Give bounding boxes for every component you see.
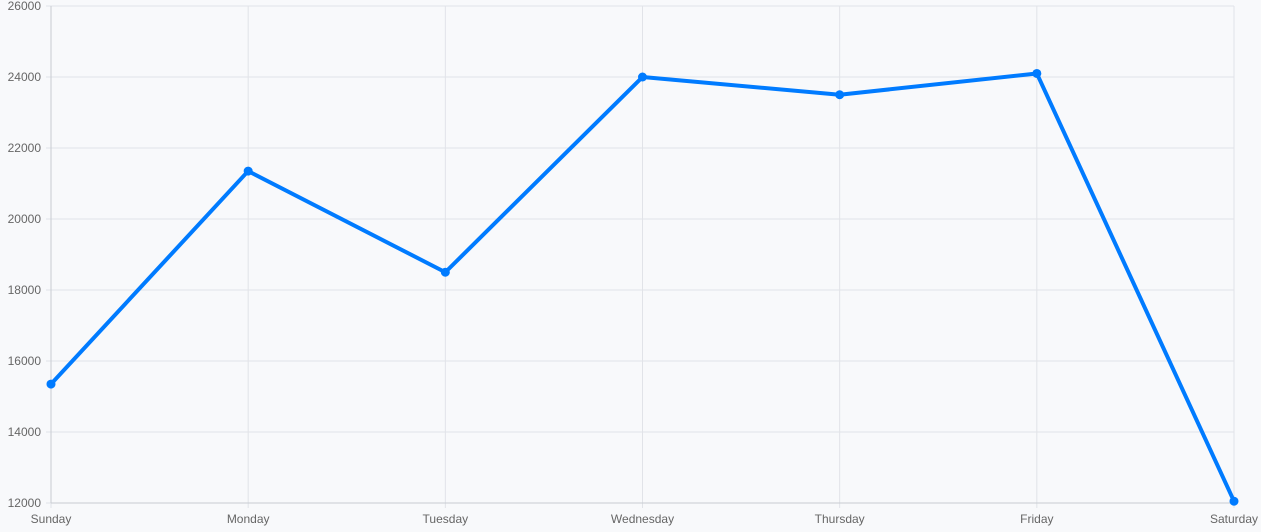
x-tick-label-thursday: Thursday	[815, 512, 865, 526]
x-tick-label-monday: Monday	[227, 512, 270, 526]
x-tick-label-tuesday: Tuesday	[423, 512, 469, 526]
data-point-tuesday[interactable]	[440, 267, 450, 277]
y-tick-label: 12000	[8, 496, 42, 510]
data-point-friday[interactable]	[1032, 68, 1042, 78]
x-tick-label-wednesday: Wednesday	[611, 512, 674, 526]
y-axis-tick-labels: 12000 14000 16000 18000 20000 22000 24000 26000	[8, 0, 42, 510]
y-tick-label: 16000	[8, 354, 42, 368]
y-tick-label: 22000	[8, 141, 42, 155]
data-point-wednesday[interactable]	[638, 72, 647, 82]
x-tick-label-saturday: Saturday	[1210, 512, 1258, 526]
data-point-sunday[interactable]	[46, 379, 56, 389]
y-tick-label: 24000	[8, 70, 42, 84]
x-gridlines	[50, 6, 1235, 508]
y-tick-label: 18000	[8, 283, 42, 297]
data-point-monday[interactable]	[243, 166, 253, 176]
series-layer	[46, 68, 1239, 506]
x-axis-tick-labels: Sunday Monday Tuesday Wednesday Thursday Frid…	[31, 512, 1258, 526]
axes	[50, 6, 1234, 504]
y-tick-label: 14000	[8, 425, 42, 439]
data-point-thursday[interactable]	[835, 90, 845, 100]
x-tick-label-sunday: Sunday	[31, 512, 72, 526]
data-point-saturday[interactable]	[1229, 496, 1239, 506]
y-tick-label: 26000	[8, 0, 42, 13]
y-tick-label: 20000	[8, 212, 42, 226]
x-tick-label-friday: Friday	[1020, 512, 1053, 526]
